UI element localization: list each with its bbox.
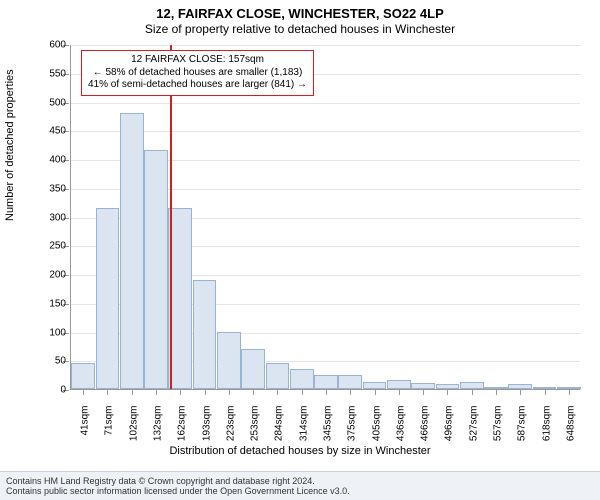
x-tick <box>302 389 303 395</box>
plot-region: 05010015020025030035040045050055060041sq… <box>70 45 580 390</box>
x-tick <box>229 389 230 395</box>
chart-container: 12, FAIRFAX CLOSE, WINCHESTER, SO22 4LP … <box>0 0 600 500</box>
x-tick <box>132 389 133 395</box>
histogram-bar <box>217 332 241 390</box>
annotation-line1: 12 FAIRFAX CLOSE: 157sqm <box>88 54 307 67</box>
histogram-bar <box>96 208 120 389</box>
histogram-bar <box>241 349 265 389</box>
histogram-bar <box>266 363 290 389</box>
y-tick-label: 50 <box>55 356 66 367</box>
gridline <box>71 103 580 104</box>
histogram-bar <box>460 382 484 389</box>
y-tick-label: 100 <box>49 327 66 338</box>
y-tick-label: 0 <box>60 385 66 396</box>
gridline <box>71 131 580 132</box>
footer-line2: Contains public sector information licen… <box>6 486 594 496</box>
gridline <box>71 45 580 46</box>
histogram-bar <box>71 363 95 389</box>
x-axis-label: Distribution of detached houses by size … <box>0 445 600 457</box>
x-tick <box>472 389 473 395</box>
histogram-bar <box>290 369 314 389</box>
y-tick-label: 300 <box>49 212 66 223</box>
histogram-bar <box>193 280 217 389</box>
y-axis-label: Number of detached properties <box>4 69 16 221</box>
annotation-box: 12 FAIRFAX CLOSE: 157sqm ← 58% of detach… <box>81 50 314 96</box>
y-tick-label: 350 <box>49 183 66 194</box>
x-tick <box>326 389 327 395</box>
histogram-bar <box>144 150 168 389</box>
histogram-bar <box>387 380 411 389</box>
y-tick-label: 200 <box>49 270 66 281</box>
histogram-bar <box>314 375 338 389</box>
footer: Contains HM Land Registry data © Crown c… <box>0 471 600 500</box>
x-tick <box>423 389 424 395</box>
x-tick <box>156 389 157 395</box>
annotation-line3: 41% of semi-detached houses are larger (… <box>88 79 307 92</box>
x-tick <box>520 389 521 395</box>
x-tick <box>350 389 351 395</box>
y-tick-label: 600 <box>49 40 66 51</box>
x-tick <box>447 389 448 395</box>
x-tick <box>496 389 497 395</box>
chart-title-sub: Size of property relative to detached ho… <box>0 21 600 36</box>
footer-line1: Contains HM Land Registry data © Crown c… <box>6 476 594 486</box>
x-tick <box>375 389 376 395</box>
y-tick-label: 150 <box>49 298 66 309</box>
histogram-bar <box>120 113 144 389</box>
chart-title-main: 12, FAIRFAX CLOSE, WINCHESTER, SO22 4LP <box>0 0 600 21</box>
reference-line <box>170 45 172 389</box>
histogram-bar <box>338 375 362 389</box>
x-tick <box>107 389 108 395</box>
x-tick <box>569 389 570 395</box>
x-tick <box>399 389 400 395</box>
annotation-line2: ← 58% of detached houses are smaller (1,… <box>88 67 307 80</box>
y-tick-label: 450 <box>49 126 66 137</box>
chart-area: 05010015020025030035040045050055060041sq… <box>50 45 580 420</box>
histogram-bar <box>363 382 387 389</box>
y-tick-label: 250 <box>49 241 66 252</box>
x-tick <box>277 389 278 395</box>
x-tick <box>83 389 84 395</box>
y-tick-label: 550 <box>49 68 66 79</box>
x-tick <box>180 389 181 395</box>
y-tick-label: 400 <box>49 155 66 166</box>
x-tick <box>253 389 254 395</box>
x-tick <box>205 389 206 395</box>
x-tick <box>545 389 546 395</box>
y-tick-label: 500 <box>49 97 66 108</box>
